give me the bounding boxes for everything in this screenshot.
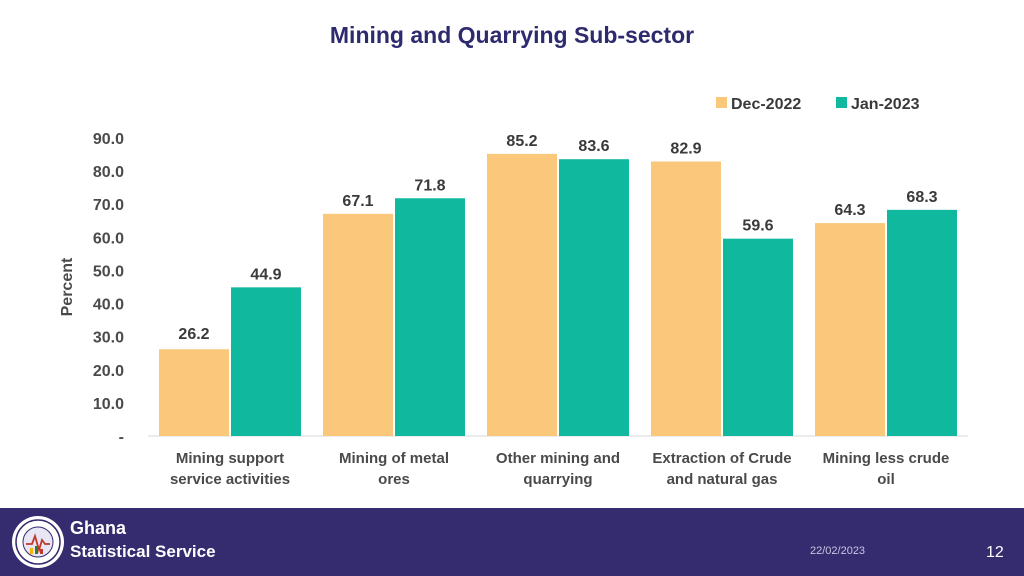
y-tick-label: - [119, 429, 124, 446]
page-number: 12 [986, 544, 1004, 561]
gss-logo-icon [12, 516, 64, 568]
data-label: 83.6 [578, 138, 609, 155]
org-name-line1: Ghana [70, 518, 127, 538]
x-tick-label: Mining support service activities [155, 448, 305, 490]
x-tick-label-line: Extraction of Crude [652, 450, 792, 467]
y-tick-label: 60.0 [93, 230, 124, 247]
data-label: 85.2 [506, 133, 537, 150]
data-label: 26.2 [178, 326, 209, 343]
y-tick-label: 10.0 [93, 396, 124, 413]
bar [815, 223, 885, 436]
y-tick-label: 20.0 [93, 363, 124, 380]
legend-label: Jan-2023 [851, 96, 920, 113]
x-tick-label-line: Mining of metal [339, 450, 449, 467]
bar [887, 209, 957, 436]
data-label: 71.8 [414, 177, 445, 194]
y-tick-label: 90.0 [93, 131, 124, 148]
slide-date: 22/02/2023 [810, 545, 866, 557]
x-tick-label-line: ores [378, 471, 410, 488]
bar [651, 161, 721, 436]
data-label: 64.3 [834, 202, 865, 219]
y-tick-label: 80.0 [93, 164, 124, 181]
bar [559, 159, 629, 437]
x-tick-label-line: service activities [169, 471, 291, 488]
x-tick-label-line: Mining support [175, 450, 285, 467]
bar [487, 153, 557, 437]
data-label: 44.9 [250, 266, 281, 283]
x-tick-label-line: Mining less crude [822, 450, 950, 467]
legend-swatch [716, 97, 727, 108]
data-label: 67.1 [342, 193, 373, 210]
chart-title: Mining and Quarrying Sub-sector [329, 22, 695, 48]
y-tick-label: 30.0 [93, 330, 124, 347]
x-tick-label-line: quarrying [523, 471, 593, 488]
bar [723, 238, 793, 436]
bar [323, 213, 393, 436]
data-label: 68.3 [906, 189, 937, 206]
bar [159, 349, 229, 436]
y-tick-label: 50.0 [93, 263, 124, 280]
y-axis-label: Percent [59, 257, 76, 316]
data-label: 59.6 [742, 218, 773, 235]
bar [231, 287, 301, 436]
x-tick-label-line: and natural gas [666, 471, 778, 488]
bar-chart: - 10.0 20.0 30.0 40.0 50.0 60.0 70.0 80.0 90.0 Per… [59, 96, 968, 446]
y-tick-label: 40.0 [93, 297, 124, 314]
x-tick-label-line: Other mining and [495, 450, 621, 467]
x-tick-label: Mining of metal ores [319, 448, 469, 490]
bar [395, 198, 465, 436]
legend-label: Dec-2022 [731, 96, 801, 113]
x-tick-label: Extraction of Crude and natural gas [647, 448, 797, 490]
data-label: 82.9 [670, 141, 701, 158]
footer-bar: Ghana Statistical Service 22/02/2023 12 [0, 508, 1024, 576]
x-tick-label: Other mining and quarrying [483, 448, 633, 490]
x-tick-label-line: oil [877, 471, 895, 488]
y-tick-label: 70.0 [93, 197, 124, 214]
x-tick-label: Mining less crude oil [811, 448, 961, 490]
legend-swatch [836, 97, 847, 108]
org-name-line2: Statistical Service [70, 542, 216, 561]
